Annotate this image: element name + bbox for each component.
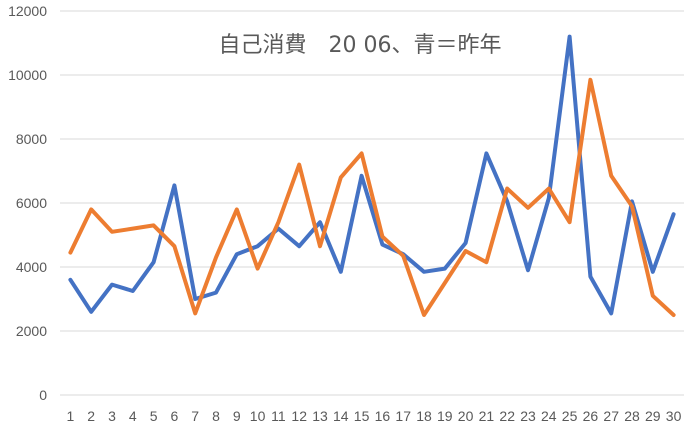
- x-tick-label: 24: [541, 408, 557, 424]
- x-tick-label: 3: [108, 408, 116, 424]
- x-tick-label: 14: [333, 408, 349, 424]
- series-line-1: [68, 34, 676, 316]
- y-tick-label: 4000: [16, 259, 47, 275]
- x-tick-label: 27: [603, 408, 619, 424]
- x-axis-tick-labels: 1 2 3 4 5 6 7 8 9 10 11 12 13 14 15 16 17 18 19 20 21 22 23 24 2…: [67, 408, 682, 424]
- series-line-2: [68, 77, 676, 317]
- y-tick-label: 8000: [16, 131, 47, 147]
- y-tick-label: 10000: [8, 67, 47, 83]
- x-tick-label: 20: [458, 408, 474, 424]
- x-tick-label: 2: [87, 408, 95, 424]
- x-tick-label: 4: [129, 408, 137, 424]
- y-axis-tick-labels: 0 2000 4000 6000 8000 10000 12000: [8, 3, 47, 403]
- x-tick-label: 1: [67, 408, 75, 424]
- x-tick-label: 12: [291, 408, 307, 424]
- y-tick-label: 6000: [16, 195, 47, 211]
- chart-title: 自己消費 20 06、青＝昨年: [219, 33, 502, 58]
- x-tick-label: 19: [437, 408, 453, 424]
- y-tick-label: 12000: [8, 3, 47, 19]
- x-tick-label: 25: [562, 408, 578, 424]
- x-tick-label: 11: [271, 408, 286, 424]
- x-tick-label: 5: [150, 408, 158, 424]
- x-tick-label: 7: [191, 408, 199, 424]
- y-tick-label: 2000: [16, 323, 47, 339]
- x-tick-label: 10: [250, 408, 266, 424]
- x-tick-label: 23: [520, 408, 536, 424]
- x-tick-label: 18: [416, 408, 432, 424]
- x-tick-label: 9: [233, 408, 241, 424]
- x-tick-label: 15: [354, 408, 370, 424]
- x-tick-label: 21: [479, 408, 495, 424]
- gridlines: [60, 10, 684, 396]
- x-tick-label: 26: [583, 408, 599, 424]
- x-tick-label: 29: [645, 408, 661, 424]
- x-tick-label: 16: [375, 408, 391, 424]
- x-tick-label: 13: [312, 408, 328, 424]
- series-lines: [68, 34, 676, 317]
- y-tick-label: 0: [39, 387, 47, 403]
- x-tick-label: 28: [624, 408, 640, 424]
- x-tick-label: 30: [666, 408, 682, 424]
- x-tick-label: 22: [499, 408, 515, 424]
- x-tick-label: 6: [171, 408, 179, 424]
- x-tick-label: 17: [395, 408, 411, 424]
- x-tick-label: 8: [212, 408, 220, 424]
